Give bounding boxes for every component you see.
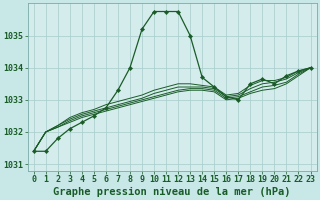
X-axis label: Graphe pression niveau de la mer (hPa): Graphe pression niveau de la mer (hPa) [53, 186, 291, 197]
